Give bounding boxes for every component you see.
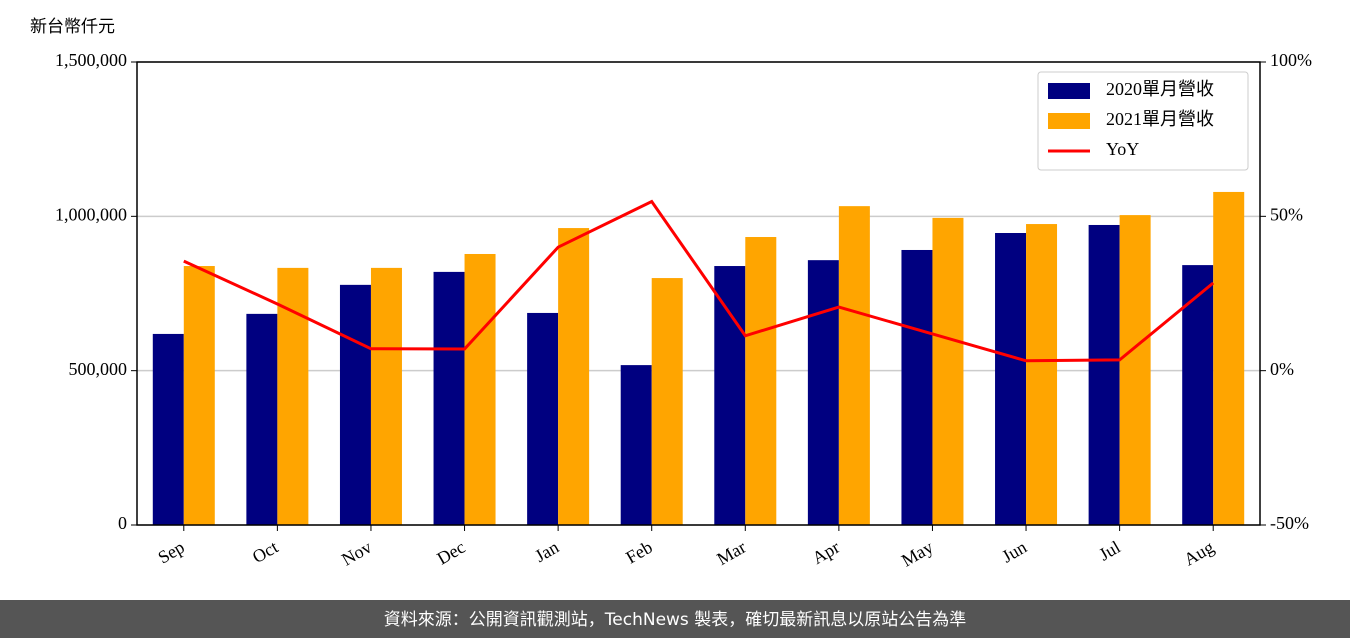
x-tick-label: Sep — [154, 537, 187, 568]
x-tick-label: Aug — [1180, 537, 1217, 570]
x-tick-label: Dec — [434, 537, 469, 569]
y-tick-label: 500,000 — [69, 359, 128, 379]
footer-bar — [0, 600, 1350, 638]
bar — [1119, 215, 1151, 525]
y-tick-label: 1,500,000 — [55, 50, 127, 70]
footer-text: 資料來源：公開資訊觀測站，TechNews 製表，確切最新訊息以原站公告為準 — [384, 610, 966, 630]
legend-swatch — [1048, 113, 1090, 129]
bar — [1026, 224, 1058, 526]
bar — [838, 206, 870, 525]
x-tick-label: May — [898, 537, 937, 571]
bar — [995, 233, 1027, 525]
x-tick-label: Feb — [622, 537, 655, 568]
bar — [901, 249, 933, 525]
legend-label: 2020單月營收 — [1106, 79, 1214, 99]
bar — [527, 312, 559, 525]
bar — [183, 266, 215, 525]
bar — [152, 333, 184, 525]
legend-swatch — [1048, 83, 1090, 99]
x-tick-label: Nov — [338, 537, 375, 570]
bar — [1088, 224, 1120, 525]
y-tick-label: 0 — [118, 513, 127, 533]
x-tick-label: Jul — [1095, 537, 1123, 565]
y-axis-label: 新台幣仟元 — [30, 17, 115, 37]
plot-frame — [136, 61, 1261, 526]
bar — [246, 313, 278, 525]
bar — [932, 217, 964, 526]
x-tick-label: Apr — [809, 537, 843, 568]
y-tick-label: 1,000,000 — [55, 204, 127, 224]
bar — [370, 267, 402, 525]
bar — [464, 253, 496, 525]
bar — [745, 237, 777, 525]
x-tick-label: Oct — [249, 537, 282, 567]
bar — [651, 278, 683, 525]
bar — [558, 228, 590, 525]
legend-label: 2021單月營收 — [1106, 109, 1214, 129]
line — [183, 199, 1215, 363]
legend-label: YoY — [1106, 139, 1139, 159]
bar — [714, 266, 746, 525]
bar — [620, 365, 652, 525]
legend-box — [1037, 71, 1249, 171]
x-tick-label: Mar — [713, 537, 749, 569]
y2-tick-label: -50% — [1270, 513, 1309, 533]
y2-tick-label: 100% — [1270, 50, 1312, 70]
y2-tick-label: 50% — [1270, 204, 1303, 224]
x-tick-label: Jun — [998, 537, 1030, 567]
x-tick-label: Jan — [531, 537, 562, 566]
y2-tick-label: 0% — [1270, 359, 1294, 379]
bar — [1182, 265, 1214, 525]
bar — [433, 271, 465, 525]
bar — [807, 260, 839, 525]
bar — [339, 284, 371, 525]
bar — [1213, 191, 1245, 525]
